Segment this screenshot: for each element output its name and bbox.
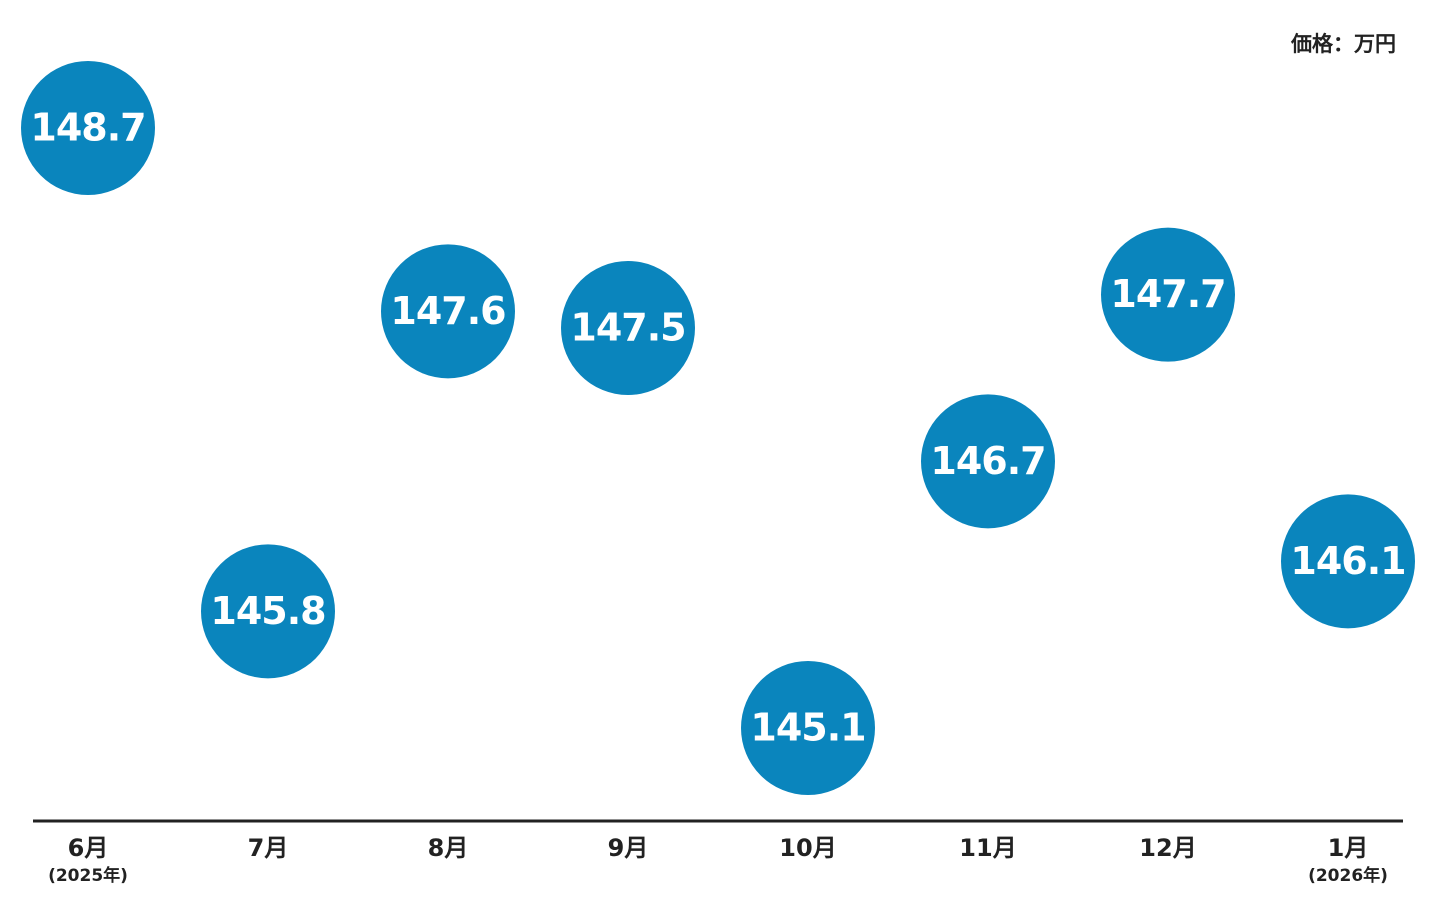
x-tick-label: 8月 [428,834,469,862]
point-bubble [201,544,335,679]
value-label: 147.7 [1110,272,1225,316]
value-label: 145.8 [210,589,325,633]
point-bubble [1281,494,1415,629]
value-label: 146.7 [930,439,1045,483]
point-bubble [381,244,515,379]
point-bubble [561,261,695,395]
x-tick-label: 10月 [779,834,836,862]
x-tick-label: 9月 [608,834,649,862]
x-tick-note: (2026年) [1308,865,1388,886]
x-tick-label: 12月 [1139,834,1196,862]
value-label: 145.1 [750,706,865,750]
x-tick-label: 7月 [248,834,289,862]
point-bubble [1101,227,1235,362]
value-label: 146.1 [1290,539,1405,583]
value-label: 148.7 [30,106,145,150]
x-tick-label: 6月 [68,834,109,862]
unit-label: 価格：万円 [1290,32,1396,56]
point-bubble [21,61,155,195]
x-tick-label: 11月 [959,834,1016,862]
point-bubble [921,394,1055,529]
x-tick-note: (2025年) [48,865,128,886]
value-label: 147.6 [390,289,505,333]
x-tick-label: 1月 [1328,834,1369,862]
point-bubble [741,661,875,795]
value-label: 147.5 [570,306,685,350]
